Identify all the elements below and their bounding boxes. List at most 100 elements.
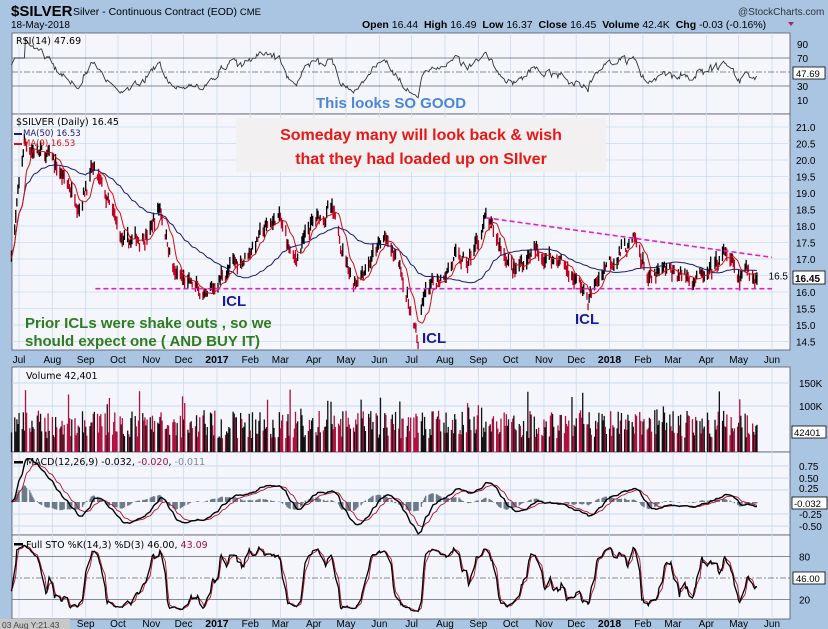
volume-bar [669, 414, 671, 452]
x-tick-label: Nov [535, 355, 553, 366]
macd-histogram-bar [534, 498, 537, 502]
volume-bar [568, 420, 570, 452]
x-tick-label: Feb [634, 355, 652, 366]
volume-bar [756, 424, 758, 452]
macd-histogram-bar [429, 494, 431, 502]
volume-bar [180, 437, 183, 452]
macd-histogram-bar [179, 502, 182, 509]
macd-histogram-bar [153, 496, 156, 502]
volume-bar [477, 405, 480, 452]
macd-histogram-bar [24, 486, 27, 502]
volume-bar [530, 414, 532, 452]
volume-bar [86, 435, 88, 452]
macd-histogram-bar [567, 502, 569, 504]
volume-bar [721, 420, 724, 452]
macd-histogram-bar [217, 498, 219, 502]
volume-bar [166, 425, 169, 452]
volume-bar [681, 436, 683, 452]
volume-bar [526, 431, 528, 452]
volume-bar [421, 412, 424, 452]
volume-bar [263, 419, 265, 452]
macd-histogram-bar [239, 499, 242, 502]
macd-histogram-bar [196, 501, 199, 502]
macd-histogram-bar [610, 496, 612, 502]
x-tick-label: Aug [436, 355, 454, 366]
sto-tick-label: 20 [799, 596, 811, 607]
macd-histogram-bar [601, 498, 603, 502]
macd-histogram-bar [116, 502, 118, 508]
macd-histogram-bar [59, 502, 61, 511]
macd-histogram-bar [310, 497, 313, 502]
volume-bar [138, 391, 141, 452]
macd-histogram-bar [348, 502, 350, 511]
macd-histogram-bar [270, 500, 272, 502]
volume-bar [265, 427, 268, 452]
macd-histogram-bar [611, 497, 613, 502]
macd-histogram-bar [182, 502, 185, 507]
volume-bar [14, 417, 16, 452]
volume-bar [678, 425, 681, 452]
volume-bar [168, 434, 171, 452]
macd-histogram-bar [113, 502, 115, 507]
volume-bar [241, 418, 243, 452]
price-tick-label: 17.0 [796, 255, 816, 266]
macd-histogram-bar [142, 499, 144, 502]
macd-histogram-bar [730, 501, 732, 502]
macd-histogram-bar [490, 500, 492, 502]
macd-histogram-bar [529, 499, 531, 502]
macd-histogram-bar [297, 502, 299, 509]
macd-histogram-bar [71, 502, 73, 509]
volume-bar [364, 431, 367, 452]
macd-histogram-bar [36, 501, 38, 502]
volume-bar [17, 424, 19, 452]
volume-bar [15, 431, 17, 452]
macd-histogram-bar [31, 495, 33, 502]
price-tick-label: 18.5 [796, 206, 816, 217]
volume-bar [590, 434, 592, 452]
volume-bar [473, 416, 475, 452]
macd-histogram-bar [421, 502, 424, 504]
volume-value-tag [791, 425, 827, 439]
macd-histogram-bar [701, 500, 703, 502]
macd-histogram-bar [406, 502, 409, 510]
macd-histogram-bar [337, 502, 340, 505]
x-tick-label: Sep [469, 355, 487, 366]
macd-histogram-bar [468, 502, 470, 504]
volume-bar [62, 434, 64, 452]
volume-bar [37, 410, 40, 452]
volume-bar [52, 435, 55, 452]
rsi-panel [11, 32, 791, 115]
macd-histogram-bar [263, 499, 265, 502]
volume-bar [114, 412, 116, 452]
volume-bar [475, 429, 477, 452]
macd-histogram-bar [528, 500, 530, 502]
macd-histogram-bar [520, 502, 523, 504]
x-tick-label: Oct [503, 619, 519, 629]
volume-bar [264, 428, 267, 452]
price-tick-label: 17.5 [796, 239, 816, 250]
volume-bar [66, 423, 69, 452]
x-tick-label: Feb [242, 619, 260, 629]
macd-histogram-bar [500, 502, 502, 509]
volume-bar [518, 424, 520, 452]
macd-histogram-bar [146, 498, 148, 502]
volume-bar [144, 417, 146, 452]
volume-bar [755, 425, 757, 452]
macd-histogram-bar [387, 497, 389, 502]
volume-bar [16, 419, 18, 452]
volume-bar [142, 413, 144, 452]
macd-histogram-bar [466, 502, 469, 504]
volume-bar [107, 432, 109, 452]
macd-histogram-bar [664, 501, 667, 502]
macd-signal-line [11, 463, 758, 528]
volume-bar [174, 422, 176, 452]
x-tick-label: Dec [567, 355, 585, 366]
macd-histogram-bar [414, 502, 416, 512]
volume-bar [578, 413, 581, 452]
macd-histogram-bar [618, 498, 620, 502]
volume-bar [327, 400, 329, 452]
volume-bar [422, 435, 425, 452]
volume-bar [500, 418, 502, 452]
macd-histogram-bar [619, 498, 622, 502]
macd-histogram-bar [315, 497, 317, 502]
